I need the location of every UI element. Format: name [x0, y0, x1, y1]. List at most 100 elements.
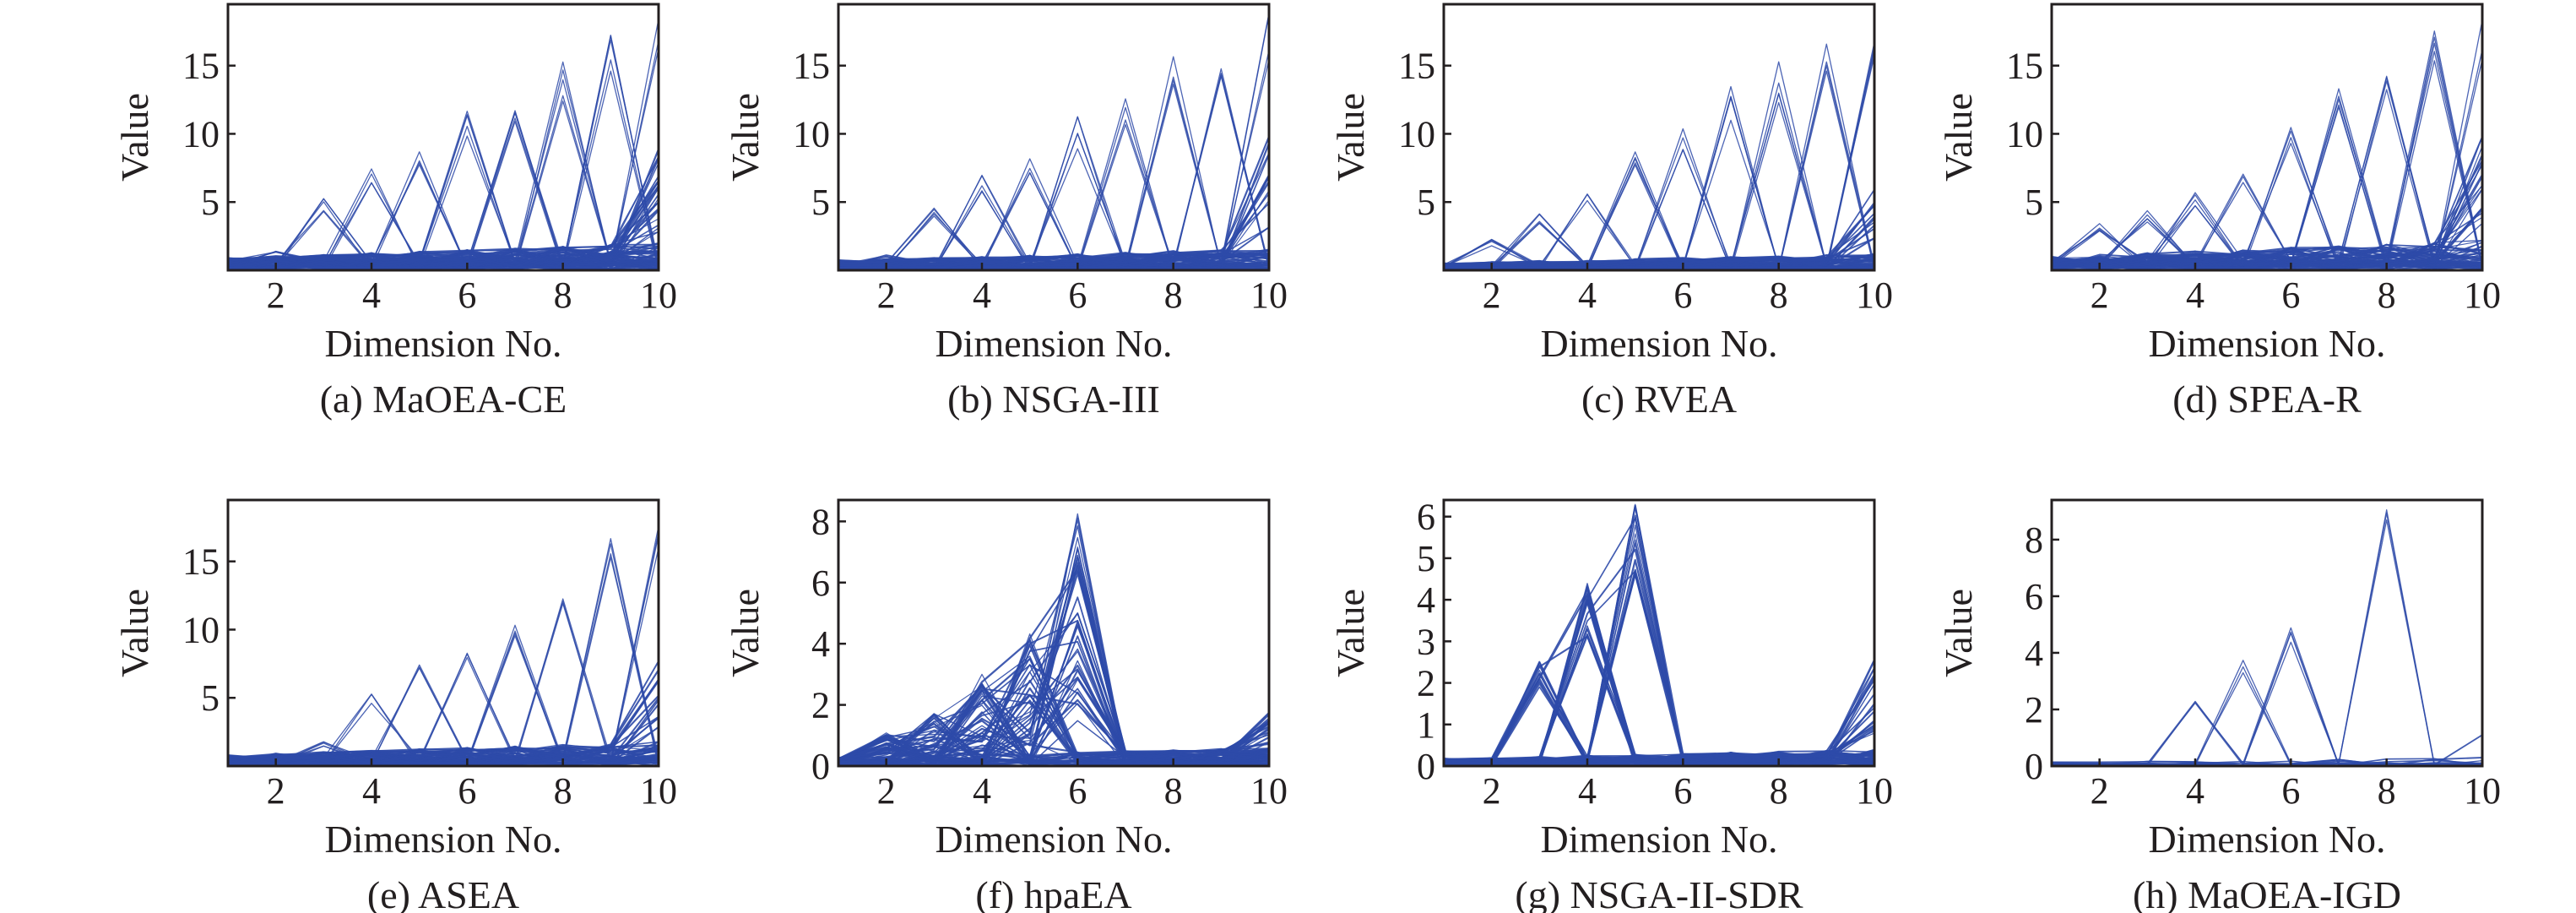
x-tick-label: 8: [2378, 274, 2396, 316]
series-lines: [2052, 509, 2482, 766]
series-line: [2052, 627, 2482, 766]
x-tick-label: 8: [1770, 770, 1788, 812]
y-tick-label: 10: [182, 609, 220, 650]
y-tick-label: 6: [2025, 576, 2043, 617]
series-line: [838, 556, 1269, 764]
series-line: [228, 201, 659, 270]
series-line: [838, 50, 1269, 270]
series-line: [1444, 594, 1874, 766]
y-tick-label: 5: [811, 182, 830, 223]
panel-caption: (b) NSGA-III: [947, 378, 1160, 421]
series-line: [2052, 512, 2482, 766]
y-axis-title: Value: [1937, 589, 1980, 677]
series-line: [2052, 75, 2482, 269]
plot-frame: [2050, 3, 2484, 272]
y-tick-label: 2: [811, 685, 830, 726]
y-tick-label: 3: [1417, 621, 1435, 662]
series-lines: [2052, 19, 2482, 270]
series-line: [228, 557, 659, 766]
series-line: [1444, 596, 1874, 766]
series-line: [228, 19, 659, 270]
panel-caption: (g) NSGA-II-SDR: [1515, 873, 1803, 913]
series-line: [2052, 104, 2482, 270]
x-tick-label: 10: [640, 770, 677, 812]
y-tick-label: 15: [182, 541, 220, 583]
x-axis-title: Dimension No.: [935, 322, 1172, 365]
x-tick-label: 6: [458, 274, 476, 316]
x-tick-label: 8: [1164, 274, 1183, 316]
x-tick-label: 2: [877, 770, 896, 812]
series-lines: [1444, 41, 1874, 270]
y-tick-label: 1: [1417, 704, 1435, 746]
x-tick-label: 10: [640, 274, 677, 316]
series-line: [228, 35, 659, 270]
panel-caption: (f) hpaEA: [975, 873, 1131, 913]
plot-frame: [226, 3, 660, 272]
series-line: [838, 58, 1269, 270]
series-lines: [1444, 503, 1874, 766]
panel-caption: (h) MaOEA-IGD: [2133, 873, 2401, 913]
series-line: [2052, 641, 2482, 766]
series-line: [1444, 660, 1874, 766]
x-tick-label: 2: [877, 274, 896, 316]
y-tick-label: 5: [201, 182, 220, 223]
y-tick-label: 15: [182, 46, 220, 87]
series-line: [228, 635, 659, 765]
x-tick-label: 10: [1856, 274, 1893, 316]
chart-panel-h: 2 4 6 8 10 0 2 4 6 8 Dimension No. Value (h) MaOEA-I…: [1937, 498, 2501, 913]
y-tick-label: 4: [2025, 633, 2043, 674]
x-tick-label: 6: [2281, 770, 2300, 812]
y-tick-label: 4: [1417, 579, 1435, 621]
x-tick-label: 8: [554, 770, 572, 812]
series-line: [1444, 70, 1874, 270]
series-line: [228, 61, 659, 270]
series-line: [1444, 65, 1874, 270]
series-line: [1444, 61, 1874, 270]
plot-frame: [1442, 3, 1876, 272]
x-tick-label: 4: [1578, 770, 1597, 812]
x-tick-label: 4: [362, 770, 381, 812]
series-line: [1444, 43, 1874, 270]
series-line: [1444, 92, 1874, 270]
panel-caption: (a) MaOEA-CE: [320, 378, 567, 421]
x-tick-label: 2: [2091, 770, 2109, 812]
series-line: [1444, 189, 1874, 270]
x-tick-label: 8: [554, 274, 572, 316]
y-tick-label: 8: [811, 501, 830, 542]
series-line: [228, 255, 659, 270]
y-axis-title: Value: [113, 589, 156, 677]
series-line: [228, 69, 659, 270]
x-tick-label: 8: [1770, 274, 1788, 316]
y-axis-title: Value: [1329, 589, 1372, 677]
series-line: [228, 59, 659, 270]
series-line: [2052, 757, 2482, 766]
chart-panel-c: 2 4 6 8 10 5 10 15 Dimension No. Value (c) RVEA: [1329, 3, 1893, 421]
y-tick-label: 0: [811, 746, 830, 787]
y-tick-label: 15: [2006, 46, 2043, 87]
series-lines: [228, 525, 659, 766]
series-line: [2052, 36, 2482, 269]
x-tick-label: 2: [2091, 274, 2109, 316]
series-line: [838, 572, 1269, 765]
series-line: [1444, 660, 1874, 766]
series-line: [838, 725, 1269, 764]
x-tick-label: 10: [1250, 770, 1288, 812]
x-tick-label: 4: [362, 274, 381, 316]
series-line: [228, 660, 659, 766]
series-lines: [228, 19, 659, 270]
series-line: [228, 747, 659, 766]
y-tick-label: 5: [201, 677, 220, 719]
series-line: [2052, 60, 2482, 269]
series-line: [1444, 164, 1874, 270]
y-axis-title: Value: [1937, 93, 1980, 182]
series-line: [228, 40, 659, 270]
y-tick-label: 10: [793, 113, 830, 155]
series-line: [228, 535, 659, 766]
series-line: [838, 56, 1269, 270]
series-line: [228, 552, 659, 766]
x-tick-label: 6: [1673, 770, 1692, 812]
y-tick-label: 6: [811, 562, 830, 604]
series-line: [2052, 252, 2482, 270]
series-line: [2052, 58, 2482, 270]
